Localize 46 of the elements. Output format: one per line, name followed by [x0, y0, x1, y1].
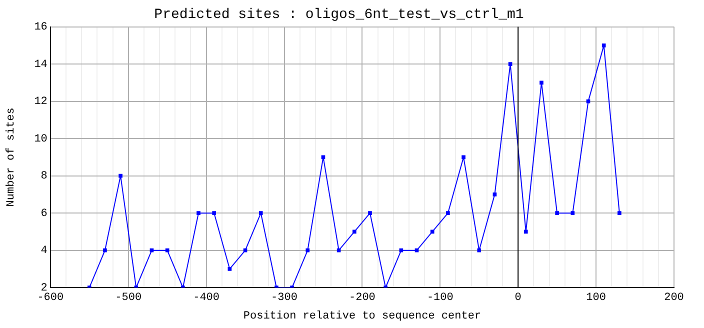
point — [430, 230, 434, 234]
x-tick-label: 0 — [514, 292, 522, 304]
point — [399, 248, 404, 252]
y-tick-label: 6 — [40, 208, 48, 220]
point — [212, 211, 216, 215]
point — [196, 211, 200, 215]
point — [352, 230, 356, 234]
x-axis-title: Position relative to sequence center — [243, 310, 482, 322]
x-tick-label: 100 — [586, 292, 606, 304]
y-tick-label: 10 — [34, 133, 48, 146]
x-tick-label: -500 — [115, 292, 142, 304]
point — [150, 248, 154, 252]
x-tick-label: -600 — [37, 292, 64, 304]
point — [414, 248, 419, 252]
point — [602, 44, 606, 48]
point — [103, 248, 107, 252]
point — [336, 248, 341, 252]
point — [508, 62, 512, 66]
point — [258, 211, 263, 215]
point — [228, 267, 232, 271]
point — [118, 174, 122, 178]
point — [540, 80, 544, 85]
y-tick-label: 12 — [34, 96, 48, 108]
point — [243, 248, 248, 252]
x-tick-label: 200 — [664, 292, 684, 304]
point — [368, 211, 372, 215]
y-tick-label: 16 — [34, 22, 48, 34]
y-tick-label: 14 — [34, 58, 48, 71]
point — [446, 211, 450, 215]
point — [306, 248, 310, 252]
point — [492, 192, 497, 196]
x-tick-label: -200 — [349, 292, 376, 304]
point — [477, 248, 482, 252]
chart-title: Predicted sites : oligos_6nt_test_vs_ctrl_m1 — [154, 7, 524, 24]
point — [524, 230, 528, 234]
point — [570, 211, 575, 215]
x-tick-label: -300 — [271, 292, 298, 304]
point — [165, 248, 170, 252]
y-tick-label: 4 — [40, 245, 48, 258]
y-tick-label: 8 — [40, 170, 48, 183]
y-axis-title: Number of sites — [6, 108, 18, 207]
point — [618, 211, 622, 215]
x-tick-label: -400 — [193, 292, 220, 304]
point — [462, 155, 466, 160]
point — [555, 211, 559, 215]
x-tick-label: -100 — [426, 292, 454, 304]
